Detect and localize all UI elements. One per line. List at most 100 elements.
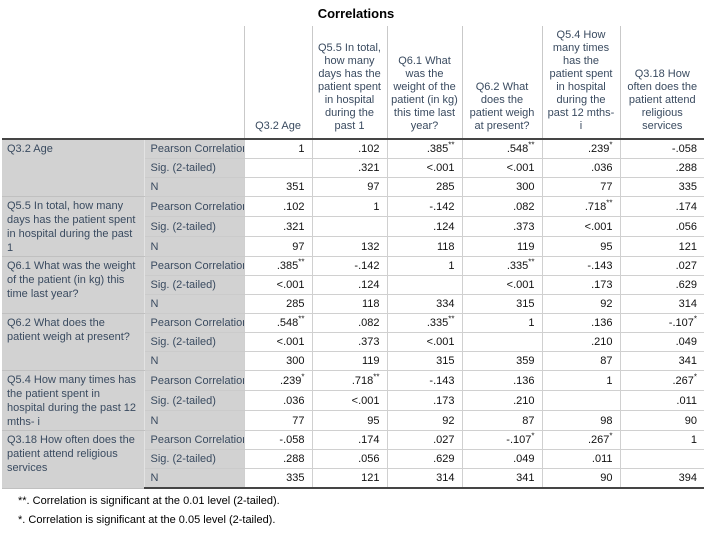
cell-value: .718** xyxy=(541,196,620,217)
row-stat-label: Pearson Correlation xyxy=(144,430,244,450)
cell-value: 118 xyxy=(311,294,387,314)
page-title: Correlations xyxy=(317,6,395,21)
cell-value: 92 xyxy=(541,294,620,314)
row-stat-label: Sig. (2-tailed) xyxy=(144,158,244,178)
cell-value: 132 xyxy=(311,236,387,257)
cell-value: 87 xyxy=(541,351,620,371)
cell-value: 95 xyxy=(541,236,620,257)
cell-value: -.107* xyxy=(619,313,704,333)
significance-asterisk: ** xyxy=(528,257,535,267)
significance-asterisk: * xyxy=(693,314,697,324)
row-stat-label: N xyxy=(144,294,244,314)
cell-value: .056 xyxy=(619,216,704,237)
cell-value: .210 xyxy=(461,390,542,411)
cell-value: .267* xyxy=(619,370,704,391)
row-stat-label: N xyxy=(144,236,244,257)
cell-value: <.001 xyxy=(386,332,462,352)
cell-value: 119 xyxy=(311,351,387,371)
cell-value: .321 xyxy=(243,216,312,237)
cell-value: 77 xyxy=(541,177,620,197)
table-row: N 97 132 118 119 95 121 xyxy=(2,236,704,257)
table-row: Q5.4 How many times has the patient spen… xyxy=(2,370,704,431)
cell-value: .102 xyxy=(243,196,312,217)
cell-value: .321 xyxy=(311,158,387,178)
cell-value: .267* xyxy=(541,430,620,450)
column-header-q6-1-weight-last-year: Q6.1 What was the weight of the patient … xyxy=(386,26,462,140)
cell-value: 334 xyxy=(386,294,462,314)
cell-value: 285 xyxy=(386,177,462,197)
cell-value: 1 xyxy=(619,430,704,450)
table-row: Sig. (2-tailed) .036 <.001.173.210 .011 xyxy=(2,390,704,411)
cell-value: .373 xyxy=(461,216,542,237)
cell-value: .082 xyxy=(461,196,542,217)
table-row: Q3.18 How often does the patient attend … xyxy=(2,430,704,489)
significance-asterisk: * xyxy=(609,140,613,150)
cell-value: .173 xyxy=(541,275,620,295)
cell-value: .056 xyxy=(311,449,387,469)
table-row: Q6.1 What was the weight of the patient … xyxy=(2,256,704,314)
row-variable-label: Q6.2 What does the patient weigh at pres… xyxy=(2,313,145,371)
significance-asterisk: * xyxy=(693,371,697,381)
cell-value: <.001 xyxy=(243,332,312,352)
row-stat-label: N xyxy=(144,468,244,489)
column-header-q3-2-age: Q3.2 Age xyxy=(243,26,312,140)
significance-asterisk: ** xyxy=(528,140,535,150)
significance-asterisk: * xyxy=(531,431,535,441)
cell-value: 335 xyxy=(243,468,312,489)
cell-value: 351 xyxy=(243,177,312,197)
cell-value xyxy=(243,158,312,178)
cell-value: 97 xyxy=(243,236,312,257)
cell-value: .173 xyxy=(386,390,462,411)
cell-value: .548** xyxy=(243,313,312,333)
row-stat-label: Sig. (2-tailed) xyxy=(144,332,244,352)
cell-value xyxy=(541,390,620,411)
table-row: Sig. (2-tailed) .288.056.629.049.011 xyxy=(2,449,704,469)
row-stat-label: Pearson Correlation xyxy=(144,139,244,159)
column-header-q5-5-days-hospital: Q5.5 In total, how many days has the pat… xyxy=(311,26,387,140)
table-row: N 300 119 315 359 87 341 xyxy=(2,351,704,371)
cell-value: .239* xyxy=(541,139,620,159)
cell-value: 300 xyxy=(243,351,312,371)
table-header: Q3.2 Age Q5.5 In total, how many days ha… xyxy=(2,26,704,140)
column-header-q6-2-weight-present: Q6.2 What does the patient weigh at pres… xyxy=(461,26,542,140)
cell-value: .288 xyxy=(243,449,312,469)
cell-value: <.001 xyxy=(386,158,462,178)
cell-value: .718** xyxy=(311,370,387,391)
row-stat-label: N xyxy=(144,351,244,371)
cell-value: 95 xyxy=(311,410,387,431)
cell-value: <.001 xyxy=(461,275,542,295)
cell-value: 119 xyxy=(461,236,542,257)
cell-value: .288 xyxy=(619,158,704,178)
cell-value: 90 xyxy=(541,468,620,489)
significance-asterisk: ** xyxy=(298,257,305,267)
cell-value xyxy=(461,332,542,352)
table-row: Sig. (2-tailed) .321 <.001 <.001.036.288 xyxy=(2,158,704,178)
cell-value: <.001 xyxy=(311,390,387,411)
table-row: N 351 97 285 300 77 335 xyxy=(2,177,704,197)
cell-value: 90 xyxy=(619,410,704,431)
cell-value: 341 xyxy=(619,351,704,371)
cell-value: .124 xyxy=(311,275,387,295)
row-stat-label: Pearson Correlation xyxy=(144,196,244,217)
significance-asterisk: ** xyxy=(448,314,455,324)
cell-value: 300 xyxy=(461,177,542,197)
cell-value: <.001 xyxy=(541,216,620,237)
cell-value: .036 xyxy=(541,158,620,178)
row-stat-label: N xyxy=(144,410,244,431)
cell-value: .049 xyxy=(461,449,542,469)
table-row: N 77 95 92 87 98 90 xyxy=(2,410,704,431)
cell-value: .011 xyxy=(619,390,704,411)
cell-value: 359 xyxy=(461,351,542,371)
cell-value: <.001 xyxy=(243,275,312,295)
cell-value: 394 xyxy=(619,468,704,489)
row-stat-label: Sig. (2-tailed) xyxy=(144,390,244,411)
cell-value: .548** xyxy=(461,139,542,159)
cell-value: <.001 xyxy=(461,158,542,178)
cell-value: .239* xyxy=(243,370,312,391)
cell-value: .136 xyxy=(461,370,542,391)
cell-value: .082 xyxy=(311,313,387,333)
row-variable-label: Q5.4 How many times has the patient spen… xyxy=(2,370,145,431)
cell-value: 335 xyxy=(619,177,704,197)
cell-value: .373 xyxy=(311,332,387,352)
cell-value: 314 xyxy=(386,468,462,489)
